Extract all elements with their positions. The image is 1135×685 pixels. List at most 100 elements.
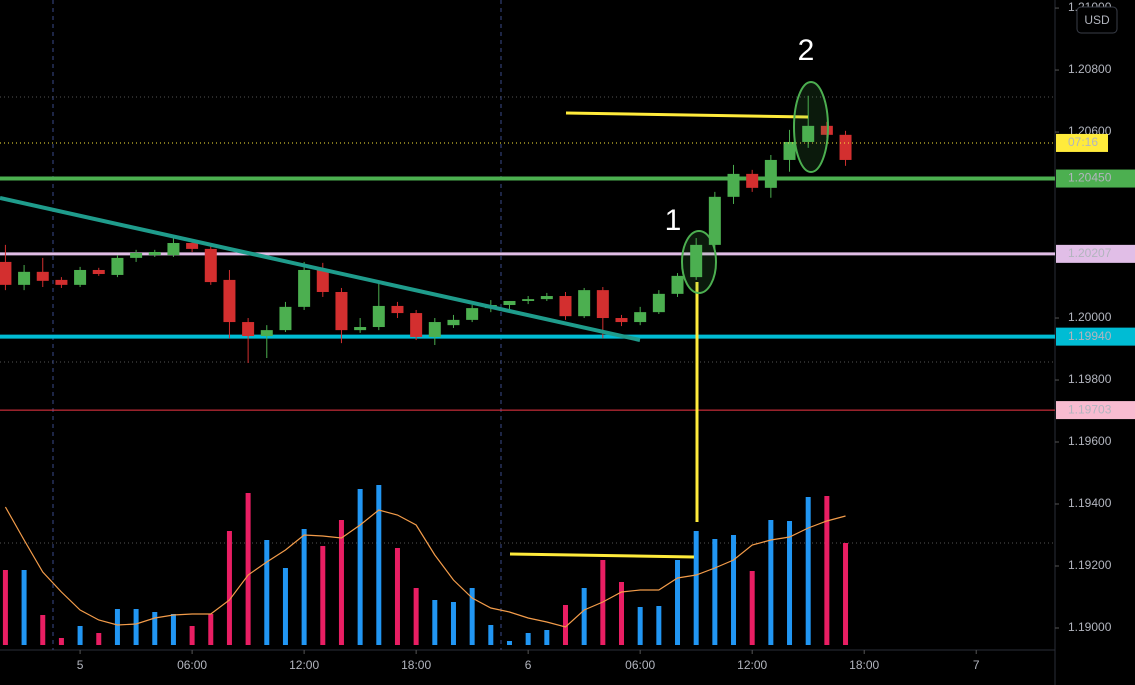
y-tick-label: 1.19600	[1068, 434, 1112, 448]
candle-body	[92, 269, 105, 275]
volume-bar	[152, 612, 158, 645]
candle-body	[74, 269, 87, 285]
candle-body	[111, 257, 124, 275]
y-tick-label: 1.20000	[1068, 310, 1112, 324]
candle-body	[186, 243, 199, 249]
x-tick-label: 6	[525, 658, 532, 672]
candle-body	[559, 296, 572, 317]
volume-bar	[768, 520, 774, 645]
candle-body	[783, 141, 796, 160]
volume-bar	[525, 633, 531, 645]
volume-ma	[4, 506, 846, 628]
volume-bar	[301, 529, 307, 645]
candle-body	[447, 319, 460, 326]
volume-bar	[693, 531, 699, 645]
volume-bar	[637, 607, 643, 645]
volume-bar	[264, 540, 270, 645]
volume-bar	[40, 615, 46, 645]
candle-body	[596, 290, 609, 319]
candle-body	[690, 244, 703, 278]
candle-body	[55, 279, 68, 285]
candle-body	[522, 299, 535, 301]
volume-bar	[208, 614, 214, 645]
volume-bar	[320, 546, 326, 645]
currency[interactable]: USD	[1084, 13, 1110, 27]
candle-body	[167, 243, 180, 256]
x-tick-label: 18:00	[401, 658, 431, 672]
candle-body	[36, 271, 49, 281]
plot	[0, 95, 1055, 645]
volume-bar	[488, 625, 494, 645]
volume-bar	[245, 493, 251, 645]
level-label-box	[1056, 401, 1135, 420]
candle-body	[148, 252, 161, 256]
candle-body	[764, 159, 777, 188]
drawn-line	[565, 111, 809, 119]
candle-body	[746, 173, 759, 188]
x-tick-label: 7	[973, 658, 980, 672]
currency-box[interactable]	[1076, 6, 1118, 34]
volume-bar	[450, 602, 456, 645]
candle-body	[671, 275, 684, 294]
volume-bar	[469, 588, 475, 645]
volume-bar	[618, 582, 624, 645]
volume-bar	[731, 535, 737, 645]
trend-line	[0, 196, 641, 342]
volume-bar	[376, 485, 382, 645]
candle-body	[578, 290, 591, 317]
y-tick-label: 1.19000	[1068, 620, 1112, 634]
volume-bar	[824, 496, 830, 645]
candle-body	[279, 306, 292, 331]
highlight-ellipse	[793, 81, 829, 173]
volume-bar	[675, 560, 681, 645]
volume-bar	[96, 633, 102, 645]
candle-body	[802, 125, 815, 142]
volume-bar	[749, 571, 755, 645]
volume-bar	[581, 588, 587, 645]
volume-bar	[805, 497, 811, 645]
y-tick-label: 1.20800	[1068, 62, 1112, 76]
y-tick-label: 1.19400	[1068, 496, 1112, 510]
price-axis: 1.210001.208001.206001.200001.198001.196…	[77, 0, 1135, 672]
volume-bar	[282, 568, 288, 645]
x-tick-label: 5	[77, 658, 84, 672]
candle-body	[298, 269, 311, 307]
x-tick-label: 12:00	[737, 658, 767, 672]
volume-bar	[21, 570, 27, 645]
volume-bar	[432, 600, 438, 645]
level-label-box	[1056, 169, 1135, 188]
volume-bar	[2, 570, 8, 645]
candle-body	[615, 318, 628, 323]
level-label-box	[1056, 327, 1135, 346]
candle-body	[204, 248, 217, 283]
candle-body	[242, 322, 255, 337]
countdown-box	[1056, 133, 1108, 152]
volume-bar	[712, 539, 718, 645]
candle-body	[18, 271, 31, 285]
candle-body	[428, 322, 441, 337]
candle-body	[634, 312, 647, 323]
volume-bar	[133, 609, 139, 645]
candle-body	[130, 252, 143, 258]
volume-bar	[114, 609, 120, 645]
candle-body	[335, 291, 348, 331]
level-label: 1.20450	[1068, 171, 1112, 185]
candle-body	[260, 330, 273, 337]
candle-body	[540, 296, 553, 300]
candle-body	[839, 134, 852, 160]
candle-body	[410, 313, 423, 337]
volume-bar	[170, 614, 176, 645]
candle-body	[223, 279, 236, 323]
volume-bar	[394, 548, 400, 645]
candle-body	[727, 173, 740, 197]
volume-bar	[506, 641, 512, 645]
volume-bar	[544, 630, 550, 645]
level-label: 1.19703	[1068, 402, 1112, 416]
volume-bar	[58, 638, 64, 645]
candle-body	[354, 327, 367, 331]
candle-body	[708, 196, 721, 245]
volume-bar	[562, 605, 568, 645]
